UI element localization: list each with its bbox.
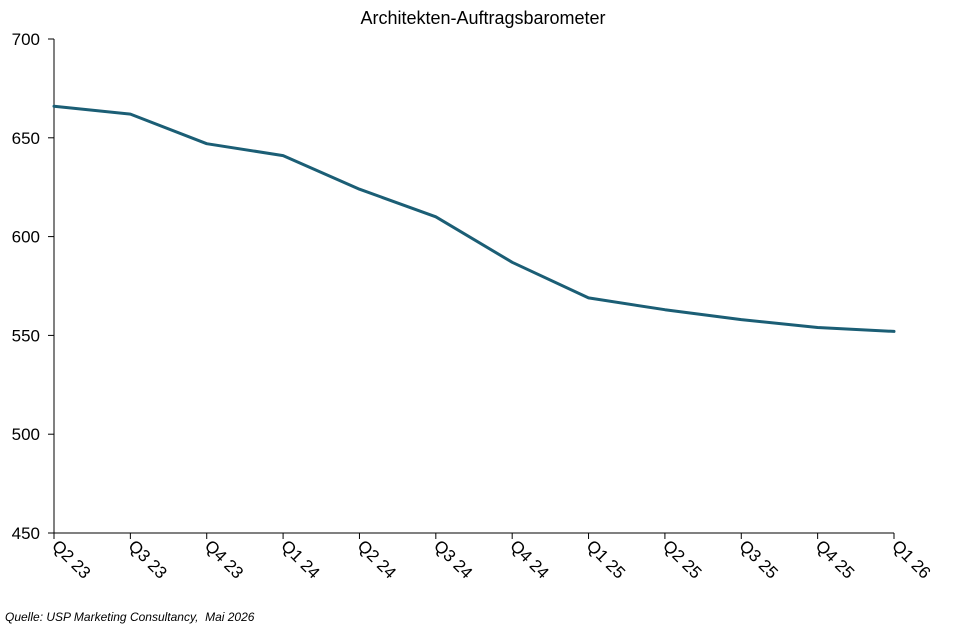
x-tick-label: Q2 24 <box>354 536 400 582</box>
x-tick-label: Q1 25 <box>583 536 629 582</box>
x-axis-ticks: Q2 23 Q3 23 Q4 23 Q1 24 Q2 24 Q3 24 Q4 24 Q1 25… <box>48 533 934 583</box>
x-tick-label: Q4 23 <box>201 536 247 582</box>
y-tick-label: 500 <box>12 425 40 444</box>
x-tick-label: Q2 25 <box>659 536 705 582</box>
y-axis-ticks: 450 500 550 600 650 700 <box>12 30 54 543</box>
x-tick-label: Q2 23 <box>48 536 94 582</box>
y-tick-label: 650 <box>12 129 40 148</box>
x-tick-label: Q3 24 <box>430 536 476 582</box>
y-tick-label: 550 <box>12 326 40 345</box>
y-tick-label: 600 <box>12 228 40 247</box>
chart-title: Architekten-Auftragsbarometer <box>360 8 605 28</box>
x-tick-label: Q4 24 <box>506 536 552 582</box>
source-note: Quelle: USP Marketing Consultancy, Mai 2… <box>5 610 255 624</box>
x-tick-label: Q3 25 <box>735 536 781 582</box>
y-tick-label: 450 <box>12 524 40 543</box>
x-tick-label: Q3 23 <box>125 536 171 582</box>
x-tick-label: Q1 26 <box>888 536 934 582</box>
series-line <box>52 104 896 333</box>
x-tick-label: Q4 25 <box>812 536 858 582</box>
y-tick-label: 700 <box>12 30 40 49</box>
x-tick-label: Q1 24 <box>277 536 323 582</box>
